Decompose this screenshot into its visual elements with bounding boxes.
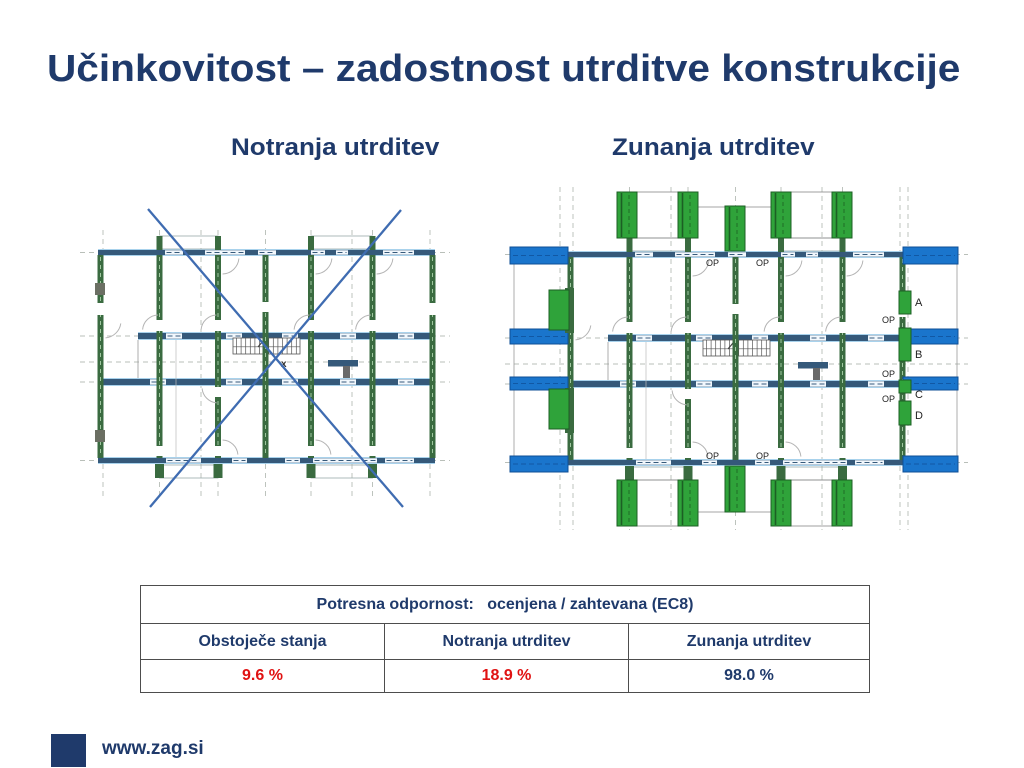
svg-text:D: D <box>915 410 923 422</box>
svg-text:OP: OP <box>756 258 769 268</box>
svg-text:B: B <box>915 349 922 361</box>
svg-text:OP: OP <box>706 258 719 268</box>
svg-text:OP: OP <box>882 369 895 379</box>
svg-text:OP: OP <box>882 315 895 325</box>
svg-text:OP: OP <box>756 451 769 461</box>
svg-text:OP: OP <box>706 451 719 461</box>
svg-text:A: A <box>915 297 923 309</box>
svg-text:x: x <box>281 359 287 370</box>
svg-text:C: C <box>915 389 923 401</box>
svg-text:OP: OP <box>882 394 895 404</box>
